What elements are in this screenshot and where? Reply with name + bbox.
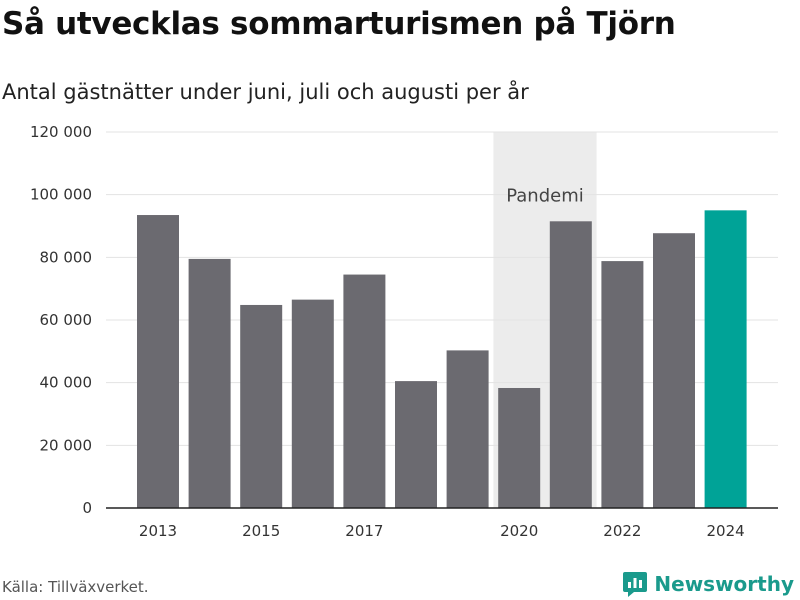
chart-title: Så utvecklas sommarturismen på Tjörn — [2, 6, 676, 42]
x-tick-label: 2013 — [139, 522, 177, 540]
bar-2016 — [291, 299, 334, 508]
bar-2014 — [188, 258, 231, 508]
chart-logo-icon — [623, 572, 648, 597]
chart-subtitle: Antal gästnätter under juni, juli och au… — [2, 80, 529, 104]
bar-2020 — [498, 387, 541, 508]
bar-2024 — [704, 210, 747, 509]
y-tick-label: 20 000 — [40, 436, 93, 454]
y-tick-label: 120 000 — [30, 123, 92, 141]
x-tick-label: 2017 — [345, 522, 383, 540]
y-tick-label: 100 000 — [30, 186, 92, 204]
bar-2021 — [549, 221, 592, 509]
x-tick-label: 2024 — [707, 522, 745, 540]
source-note: Källa: Tillväxverket. — [2, 578, 149, 596]
bar-2018 — [395, 381, 437, 508]
y-tick-label: 40 000 — [40, 374, 93, 392]
bar-2015 — [240, 304, 283, 508]
x-tick-label: 2020 — [500, 522, 538, 540]
bar-2013 — [137, 215, 179, 509]
bar-2023 — [653, 233, 695, 508]
y-tick-label: 80 000 — [40, 248, 93, 266]
x-axis-tick-labels: 2013 2015 2017 2020 2022 2024 — [139, 522, 745, 540]
y-axis-tick-labels: 0 20 000 40 000 60 000 80 000 100 000 120 000 — [30, 123, 92, 517]
bar-2017 — [343, 274, 386, 508]
x-tick-label: 2022 — [603, 522, 641, 540]
brand-name: Newsworthy — [654, 572, 794, 596]
y-tick-label: 60 000 — [40, 311, 93, 329]
newsworthy-logo: Newsworthy — [622, 568, 794, 600]
pandemic-label: Pandemi — [506, 186, 584, 207]
annotations: Pandemi — [506, 186, 584, 207]
y-tick-label: 0 — [82, 499, 92, 517]
x-tick-label: 2015 — [242, 522, 280, 540]
bar-2022 — [601, 261, 644, 508]
bar-2019 — [446, 350, 489, 508]
bars — [137, 210, 747, 509]
